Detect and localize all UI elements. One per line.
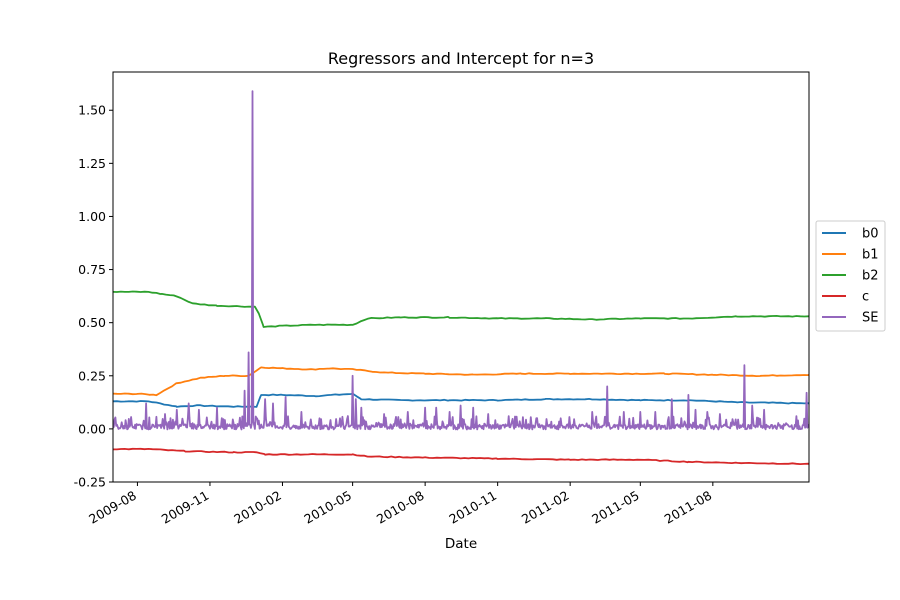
x-axis-label: Date — [445, 536, 477, 552]
plot-lines — [113, 90, 809, 465]
legend-label-c: c — [862, 290, 869, 305]
x-axis: 2009-08 2009-11 2010-02 2010-05 2010-08 2010-… — [86, 482, 714, 527]
x-tick-label: 2010-08 — [374, 488, 427, 527]
x-tick-label: 2010-11 — [446, 488, 499, 527]
x-tick-label: 2009-08 — [86, 488, 139, 527]
legend-box — [815, 220, 886, 332]
series-line-SE — [113, 90, 809, 431]
y-tick-label: 1.50 — [78, 103, 106, 118]
x-tick-label: 2011-02 — [519, 488, 572, 527]
legend-label-b0: b0 — [862, 227, 879, 242]
y-tick-label: 0.25 — [78, 368, 106, 383]
series-line-c — [113, 447, 809, 465]
x-tick-label: 2011-05 — [589, 488, 642, 527]
y-tick-label: 0.50 — [78, 315, 106, 330]
x-tick-label: 2010-02 — [231, 488, 284, 527]
legend-label-SE: SE — [862, 311, 878, 326]
legend: b0 b1 b2 c SE — [815, 220, 886, 332]
x-tick-label: 2009-11 — [159, 488, 212, 527]
y-axis: -0.25 0.00 0.25 0.50 0.75 1.00 1.25 1.50 — [74, 103, 113, 490]
series-line-b0 — [113, 392, 809, 408]
y-tick-label: 1.25 — [78, 156, 106, 171]
series-line-b1 — [113, 366, 809, 397]
chart-title: Regressors and Intercept for n=3 — [328, 49, 594, 68]
legend-label-b1: b1 — [862, 248, 879, 263]
series-line-b2 — [113, 290, 809, 328]
legend-label-b2: b2 — [862, 269, 879, 284]
plot-frame — [112, 71, 810, 483]
x-tick-label: 2010-05 — [301, 488, 354, 527]
y-tick-label: -0.25 — [74, 475, 106, 490]
y-tick-label: 1.00 — [78, 209, 106, 224]
y-tick-label: 0.75 — [78, 262, 106, 277]
y-tick-label: 0.00 — [78, 421, 106, 436]
x-tick-label: 2011-08 — [662, 488, 715, 527]
